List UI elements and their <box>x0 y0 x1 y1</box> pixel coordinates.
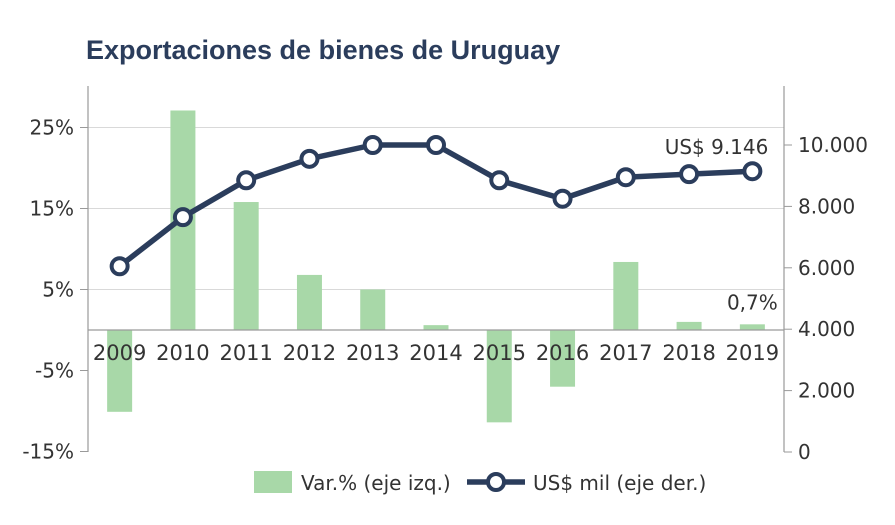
right-tick-label: 4.000 <box>798 317 855 341</box>
legend: Var.% (eje izq.) US$ mil (eje der.) <box>254 471 706 495</box>
x-tick-label: 2015 <box>473 341 526 365</box>
right-tick-label: 10.000 <box>798 133 868 157</box>
bar <box>613 261 639 330</box>
line-point <box>552 188 573 209</box>
line-series <box>109 135 763 277</box>
bar <box>550 330 576 387</box>
bar <box>296 274 322 330</box>
line-point <box>172 207 193 228</box>
bar <box>233 202 259 330</box>
line-point <box>236 170 257 191</box>
x-tick-label: 2018 <box>662 341 715 365</box>
x-tick-label: 2016 <box>536 341 589 365</box>
left-tick-label: 15% <box>30 197 74 221</box>
x-tick-label: 2017 <box>599 341 652 365</box>
right-tick-label: 8.000 <box>798 194 855 218</box>
legend-swatch-marker <box>486 472 506 492</box>
line-point <box>426 135 446 155</box>
x-tick-label: 2011 <box>219 341 272 365</box>
line-point <box>489 170 510 191</box>
right-tick-label: 6.000 <box>798 256 855 280</box>
legend-label: US$ mil (eje der.) <box>533 471 706 495</box>
axes <box>80 86 792 453</box>
legend-label: Var.% (eje izq.) <box>301 471 451 495</box>
tick-labels: 25% 15% 5% -5% -15% 10.000 8.000 6.000 4.000 2.00… <box>22 116 868 465</box>
line-point <box>362 135 383 155</box>
x-tick-label: 2014 <box>409 341 462 365</box>
x-tick-label: 2010 <box>156 341 209 365</box>
bar <box>486 330 512 423</box>
grid <box>88 127 784 290</box>
left-tick-label: 25% <box>30 116 74 140</box>
line-point <box>679 164 700 185</box>
line-point <box>109 256 130 277</box>
annotation-value: US$ 9.146 <box>665 135 769 159</box>
chart-title: Exportaciones de bienes de Uruguay <box>86 35 560 65</box>
line-path <box>117 142 753 269</box>
legend-swatch-bar <box>254 471 292 493</box>
x-tick-label: 2009 <box>93 341 146 365</box>
line-point <box>615 167 636 188</box>
left-tick-label: -5% <box>35 359 74 383</box>
right-tick-label: 0 <box>798 440 811 464</box>
right-tick-label: 2.000 <box>798 379 855 403</box>
annotation-value: 0,7% <box>727 290 778 314</box>
line-point <box>742 161 763 182</box>
left-tick-label: -15% <box>22 440 74 464</box>
x-tick-label: 2013 <box>346 341 399 365</box>
bar <box>107 330 133 412</box>
bar <box>676 321 702 330</box>
x-tick-label: 2012 <box>283 341 336 365</box>
annotations: US$ 9.146 0,7% <box>665 135 778 314</box>
x-tick-label: 2019 <box>726 341 779 365</box>
bar <box>739 324 765 330</box>
line-point <box>299 148 320 169</box>
bar <box>423 325 449 330</box>
bar <box>360 289 386 330</box>
bars <box>107 110 765 423</box>
left-tick-label: 5% <box>42 278 74 302</box>
